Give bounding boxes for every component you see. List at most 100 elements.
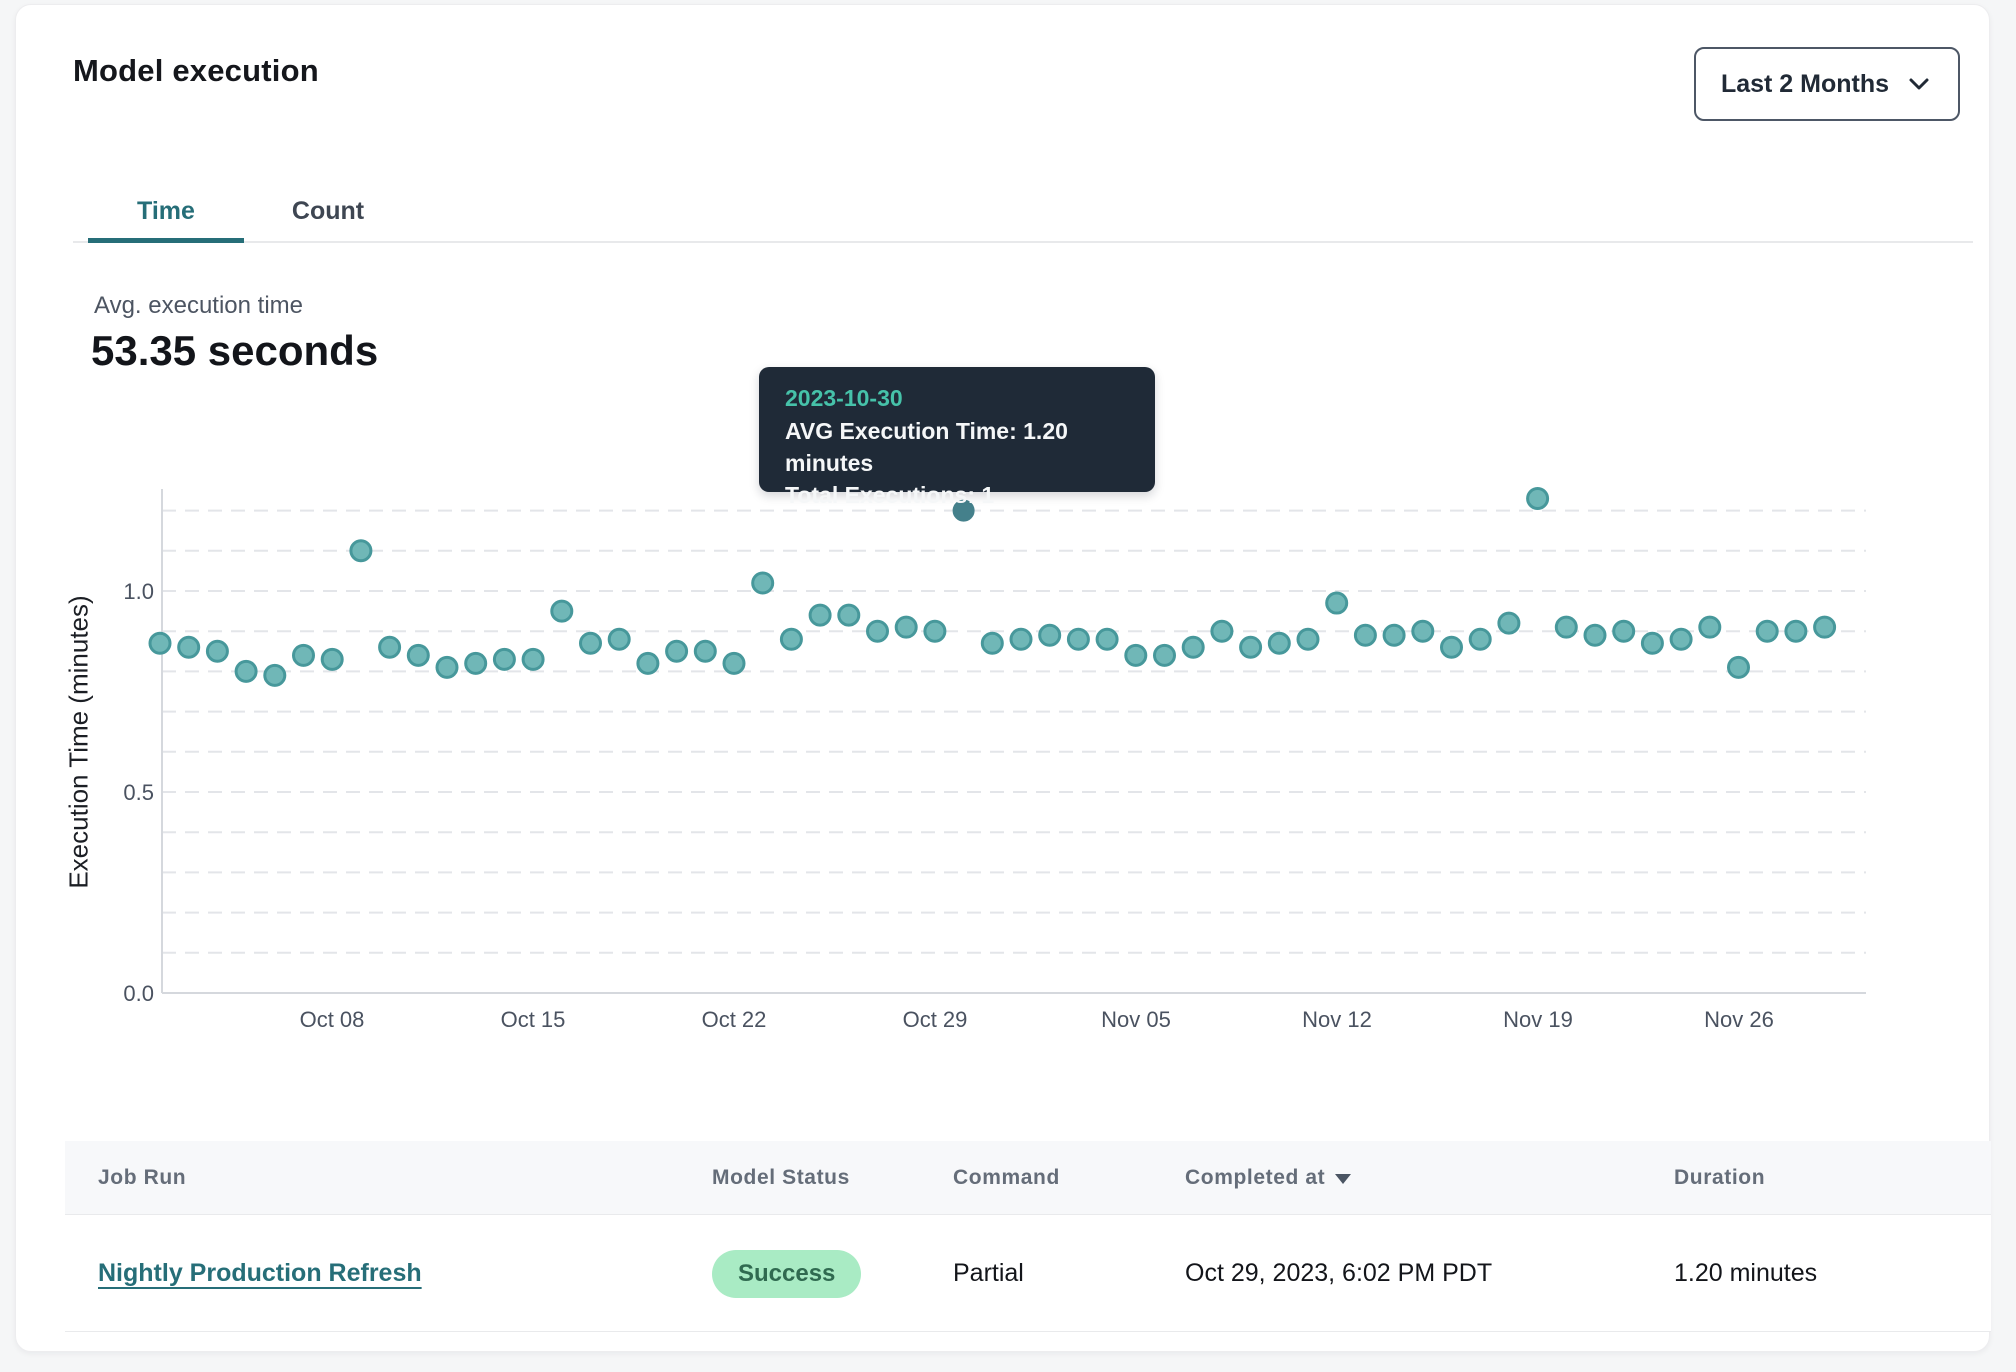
data-point[interactable] (693, 639, 717, 663)
svg-text:0.5: 0.5 (123, 780, 154, 805)
data-point[interactable] (808, 603, 832, 627)
duration-cell: 1.20 minutes (1674, 1259, 1818, 1287)
svg-text:Nov 26: Nov 26 (1704, 1007, 1774, 1032)
data-point[interactable] (521, 647, 545, 671)
avg-execution-time-label: Avg. execution time (94, 292, 304, 319)
data-point[interactable] (292, 643, 315, 667)
completed-at-cell: Oct 29, 2023, 6:02 PM PDT (1185, 1259, 1493, 1287)
tooltip-avg-line: AVG Execution Time: 1.20 minutes (785, 418, 1068, 476)
data-point[interactable] (1153, 643, 1176, 667)
column-header-command: Command (953, 1166, 1060, 1189)
model-execution-card: Model execution Last 2 Months Time Count… (15, 4, 1991, 1352)
date-range-value: Last 2 Months (1720, 69, 1890, 98)
data-point[interactable] (1066, 627, 1090, 651)
column-header-model-status: Model Status (712, 1166, 850, 1189)
data-point[interactable] (894, 615, 918, 639)
data-point[interactable] (1612, 619, 1636, 643)
svg-text:0.0: 0.0 (123, 981, 154, 1006)
data-point[interactable] (1267, 631, 1291, 655)
job-run-link[interactable]: Nightly Production Refresh (98, 1259, 422, 1287)
data-point[interactable] (1698, 615, 1722, 639)
job-runs-table: Job Run Model Status Command Completed a… (65, 1141, 1991, 1332)
data-point[interactable] (1210, 619, 1234, 643)
data-point[interactable] (1727, 655, 1750, 679)
data-point[interactable] (1009, 627, 1033, 651)
data-point[interactable] (1411, 619, 1435, 643)
table-row: Nightly Production Refresh Success Parti… (65, 1215, 1991, 1332)
data-point[interactable] (1095, 627, 1119, 651)
data-point[interactable] (1526, 487, 1550, 511)
data-point[interactable] (1669, 627, 1693, 651)
sort-desc-icon (1335, 1174, 1352, 1184)
data-point[interactable] (1325, 591, 1349, 615)
execution-time-chart[interactable]: 0.0 0.5 1.0 Oct 08 Oct 15 Oct 22 Oct 29 Nov 05 N… (106, 475, 1896, 1055)
data-point[interactable] (779, 627, 803, 651)
data-point[interactable] (1813, 615, 1837, 639)
data-point[interactable] (980, 631, 1004, 655)
column-header-completed-at[interactable]: Completed at (1185, 1141, 1352, 1215)
data-point[interactable] (205, 639, 229, 663)
data-point[interactable] (607, 627, 631, 651)
data-point[interactable] (349, 539, 373, 563)
data-point[interactable] (1554, 615, 1578, 639)
table-header-row: Job Run Model Status Command Completed a… (65, 1141, 1991, 1215)
column-header-duration: Duration (1674, 1166, 1766, 1189)
data-point[interactable] (1583, 623, 1607, 647)
data-point[interactable] (550, 599, 574, 623)
job-run-cell: Nightly Production Refresh (98, 1215, 422, 1332)
tab-count[interactable]: Count (291, 196, 365, 225)
data-point[interactable] (148, 631, 172, 655)
data-point[interactable] (263, 663, 287, 687)
avg-execution-time-value: 53.35 seconds (91, 327, 379, 374)
command-cell: Partial (953, 1259, 1024, 1287)
data-point[interactable] (636, 651, 660, 675)
data-point[interactable] (722, 651, 746, 675)
tooltip-date: 2023-10-30 (785, 385, 903, 411)
data-point[interactable] (837, 603, 861, 627)
svg-text:Nov 12: Nov 12 (1302, 1007, 1372, 1032)
data-point[interactable] (1382, 623, 1406, 647)
data-point[interactable] (1784, 619, 1808, 643)
column-header-job-run: Job Run (98, 1166, 187, 1189)
data-point[interactable] (1468, 627, 1492, 651)
data-point[interactable] (1353, 623, 1377, 647)
svg-text:Oct 08: Oct 08 (300, 1007, 365, 1032)
model-status-cell: Success (712, 1215, 862, 1332)
data-point[interactable] (1440, 635, 1463, 659)
data-point[interactable] (1497, 611, 1521, 635)
data-point[interactable] (1181, 635, 1205, 659)
data-point[interactable] (1296, 627, 1320, 651)
data-point[interactable] (866, 619, 889, 643)
data-point[interactable] (406, 643, 430, 667)
data-point[interactable] (1755, 619, 1779, 643)
y-axis-title: Execution Time (minutes) (63, 595, 94, 889)
data-point[interactable] (464, 651, 488, 675)
data-point[interactable] (751, 571, 775, 595)
data-point[interactable] (1640, 631, 1664, 655)
data-point[interactable] (378, 635, 402, 659)
svg-text:Nov 19: Nov 19 (1503, 1007, 1573, 1032)
active-tab-indicator (88, 238, 244, 243)
chart-tooltip: 2023-10-30 AVG Execution Time: 1.20 minu… (759, 367, 1155, 508)
data-point[interactable] (923, 619, 947, 643)
data-point[interactable] (320, 647, 344, 671)
data-point[interactable] (1124, 643, 1148, 667)
data-point[interactable] (492, 647, 516, 671)
svg-text:Oct 29: Oct 29 (903, 1007, 968, 1032)
data-point[interactable] (1239, 635, 1263, 659)
data-point[interactable] (234, 659, 258, 683)
tooltip-total-line: Total Executions: 1 (785, 482, 995, 508)
svg-text:1.0: 1.0 (123, 579, 154, 604)
date-range-dropdown[interactable]: Last 2 Months (1694, 47, 1960, 121)
data-point[interactable] (177, 635, 201, 659)
data-point-highlighted[interactable] (952, 499, 975, 522)
data-point[interactable] (1038, 623, 1062, 647)
data-point[interactable] (579, 631, 602, 655)
data-point[interactable] (435, 655, 459, 679)
svg-text:Oct 15: Oct 15 (501, 1007, 566, 1032)
data-point[interactable] (665, 639, 689, 663)
svg-text:Oct 22: Oct 22 (702, 1007, 767, 1032)
chevron-down-icon (1905, 70, 1933, 98)
tab-time[interactable]: Time (137, 196, 195, 225)
